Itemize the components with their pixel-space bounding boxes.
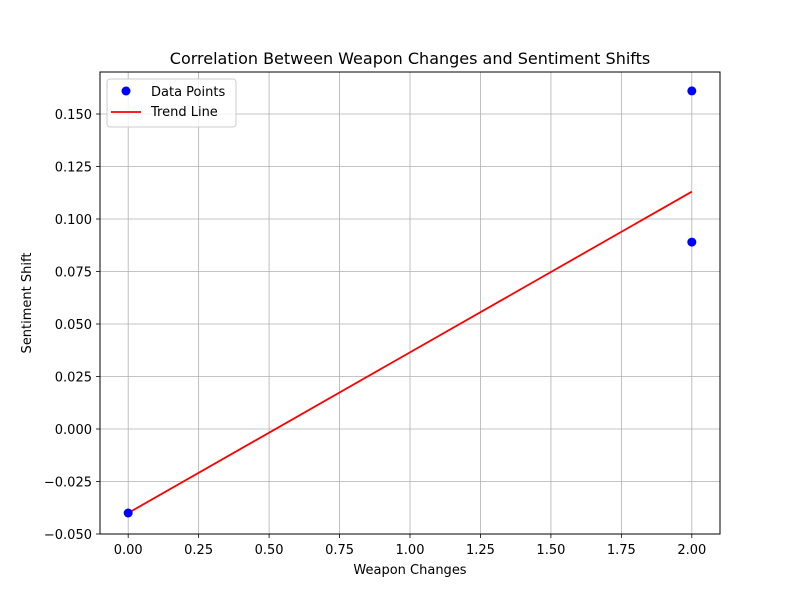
y-tick-label: 0.100 bbox=[55, 213, 92, 228]
legend: Data Points Trend Line bbox=[106, 78, 237, 128]
x-tick-label: 2.00 bbox=[677, 543, 706, 558]
legend-label-trend-line: Trend Line bbox=[150, 105, 218, 120]
data-point bbox=[687, 237, 697, 247]
x-tick-label: 0.25 bbox=[184, 543, 213, 558]
trend-line bbox=[127, 190, 693, 514]
x-tick-label: 0.00 bbox=[114, 543, 143, 558]
x-tick-label: 1.25 bbox=[466, 543, 495, 558]
y-tick-label: 0.150 bbox=[55, 108, 92, 123]
x-tick-label: 1.50 bbox=[536, 543, 565, 558]
chart-title: Correlation Between Weapon Changes and S… bbox=[170, 49, 650, 68]
y-tick-label: 0.075 bbox=[55, 266, 92, 281]
y-axis-label: Sentiment Shift bbox=[20, 253, 35, 354]
data-point bbox=[123, 508, 133, 518]
y-tick-label: 0.025 bbox=[55, 371, 92, 386]
plot-area bbox=[123, 86, 697, 518]
x-axis-label: Weapon Changes bbox=[353, 563, 466, 578]
legend-marker-data-points bbox=[121, 86, 131, 96]
legend-label-data-points: Data Points bbox=[151, 85, 225, 100]
y-tick-label: 0.050 bbox=[55, 318, 92, 333]
data-point bbox=[687, 86, 697, 96]
x-tick-label: 1.00 bbox=[396, 543, 425, 558]
y-tick-label: 0.125 bbox=[55, 161, 92, 176]
x-tick-label: 0.50 bbox=[255, 543, 284, 558]
y-tick-label: −0.050 bbox=[44, 528, 92, 543]
legend-box bbox=[106, 78, 237, 128]
ticks: 0.00 0.25 0.50 0.75 1.00 1.25 1.50 1.75 2.00 −0.0… bbox=[44, 108, 706, 558]
y-tick-label: −0.025 bbox=[44, 476, 92, 491]
x-tick-label: 0.75 bbox=[325, 543, 354, 558]
y-tick-label: 0.000 bbox=[55, 423, 92, 438]
x-tick-label: 1.75 bbox=[607, 543, 636, 558]
